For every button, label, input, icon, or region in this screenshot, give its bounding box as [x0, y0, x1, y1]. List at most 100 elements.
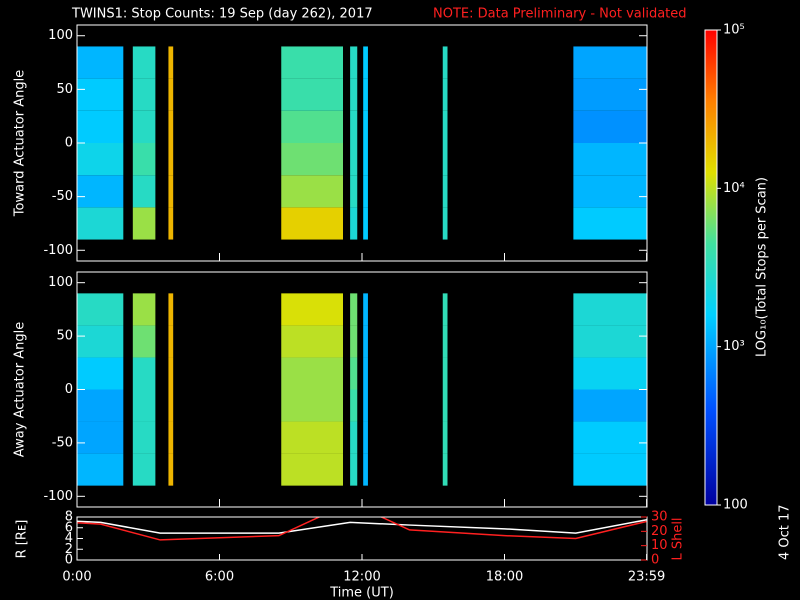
series-line — [77, 518, 647, 534]
heat-cell — [77, 46, 124, 79]
side-date: 4 Oct 17 — [778, 504, 793, 560]
x-tick-label: 18:00 — [486, 570, 523, 585]
colorbar-tick-label: 10³ — [723, 339, 745, 354]
heat-cell — [573, 143, 647, 176]
heat-cell — [168, 46, 174, 79]
heat-cell — [350, 78, 358, 111]
heat-cell — [442, 175, 448, 208]
heat-cell — [442, 143, 448, 176]
y-tick-label: -50 — [52, 435, 73, 450]
x-tick-label: 23:59 — [628, 570, 665, 585]
heat-cell — [363, 46, 368, 79]
heat-cell — [77, 110, 124, 143]
heat-cell — [442, 78, 448, 111]
heat-cell — [281, 143, 343, 176]
y-tick-label: 8 — [65, 510, 73, 525]
heat-cell — [77, 421, 124, 454]
heat-cell — [363, 110, 368, 143]
heat-cell — [132, 453, 156, 486]
heat-cell — [350, 143, 358, 176]
heat-cell — [132, 357, 156, 390]
heat-cell — [363, 357, 368, 390]
heat-cell — [350, 175, 358, 208]
heat-cell — [350, 110, 358, 143]
heat-cell — [77, 143, 124, 176]
heat-cell — [573, 78, 647, 111]
heat-cell — [77, 453, 124, 486]
heat-cell — [350, 453, 358, 486]
heat-cell — [132, 143, 156, 176]
heat-cell — [281, 110, 343, 143]
heat-cell — [77, 175, 124, 208]
heat-cell — [132, 325, 156, 358]
y2-tick-label: 0 — [651, 553, 659, 568]
y-tick-label: -50 — [52, 189, 73, 204]
heat-cell — [281, 421, 343, 454]
heat-cell — [363, 453, 368, 486]
heat-cell — [281, 453, 343, 486]
heat-cell — [573, 325, 647, 358]
heat-cell — [281, 389, 343, 422]
y2-tick-label: 20 — [651, 524, 668, 539]
heat-cell — [442, 421, 448, 454]
colorbar-label: LOG₁₀(Total Stops per Scan) — [755, 177, 770, 357]
heat-cell — [363, 325, 368, 358]
heat-cell — [168, 143, 174, 176]
x-tick-label: 0:00 — [62, 570, 91, 585]
heat-cell — [77, 389, 124, 422]
heat-cell — [442, 357, 448, 390]
heat-cell — [363, 421, 368, 454]
heat-cell — [281, 293, 343, 326]
heat-cell — [350, 325, 358, 358]
heat-cell — [573, 46, 647, 79]
y-axis-label: Toward Actuator Angle — [13, 70, 28, 217]
note: NOTE: Data Preliminary - Not validated — [433, 7, 687, 22]
heat-cell — [363, 207, 368, 240]
heat-cell — [168, 357, 174, 390]
colorbar-tick-label: 100 — [723, 498, 748, 513]
heat-cell — [442, 293, 448, 326]
heat-cell — [132, 46, 156, 79]
heat-cell — [168, 325, 174, 358]
y-tick-label: 2 — [65, 542, 73, 557]
heat-cell — [573, 110, 647, 143]
y2-tick-label: 30 — [651, 510, 668, 525]
heat-cell — [281, 175, 343, 208]
y-axis-label: R [Rᴇ] — [15, 520, 30, 559]
heat-cell — [132, 175, 156, 208]
heat-cell — [77, 357, 124, 390]
y-tick-label: -100 — [43, 489, 73, 504]
y-tick-label: 100 — [48, 28, 73, 43]
heat-cell — [442, 325, 448, 358]
heat-cell — [573, 207, 647, 240]
heat-cell — [281, 325, 343, 358]
y-tick-label: 0 — [65, 382, 73, 397]
heat-cell — [77, 325, 124, 358]
heat-cell — [281, 78, 343, 111]
colorbar-tick-label: 10⁵ — [723, 23, 745, 38]
heat-cell — [132, 207, 156, 240]
y-tick-label: 0 — [65, 136, 73, 151]
heat-cell — [168, 78, 174, 111]
heat-cell — [77, 293, 124, 326]
y-tick-label: 6 — [65, 520, 73, 535]
heat-cell — [573, 293, 647, 326]
plot-frame — [76, 271, 648, 508]
y-tick-label: 100 — [48, 275, 73, 290]
x-tick-label: 6:00 — [205, 570, 234, 585]
heat-cell — [350, 207, 358, 240]
heat-cell — [77, 207, 124, 240]
heat-cell — [281, 207, 343, 240]
heat-cell — [350, 293, 358, 326]
heat-cell — [363, 143, 368, 176]
series-line — [77, 517, 647, 541]
y-tick-label: 4 — [65, 531, 73, 546]
heat-cell — [281, 357, 343, 390]
heat-cell — [573, 357, 647, 390]
y-tick-label: 50 — [56, 82, 73, 97]
heat-cell — [363, 293, 368, 326]
heat-cell — [573, 453, 647, 486]
y-axis-label: Away Actuator Angle — [13, 322, 28, 457]
heat-cell — [573, 175, 647, 208]
